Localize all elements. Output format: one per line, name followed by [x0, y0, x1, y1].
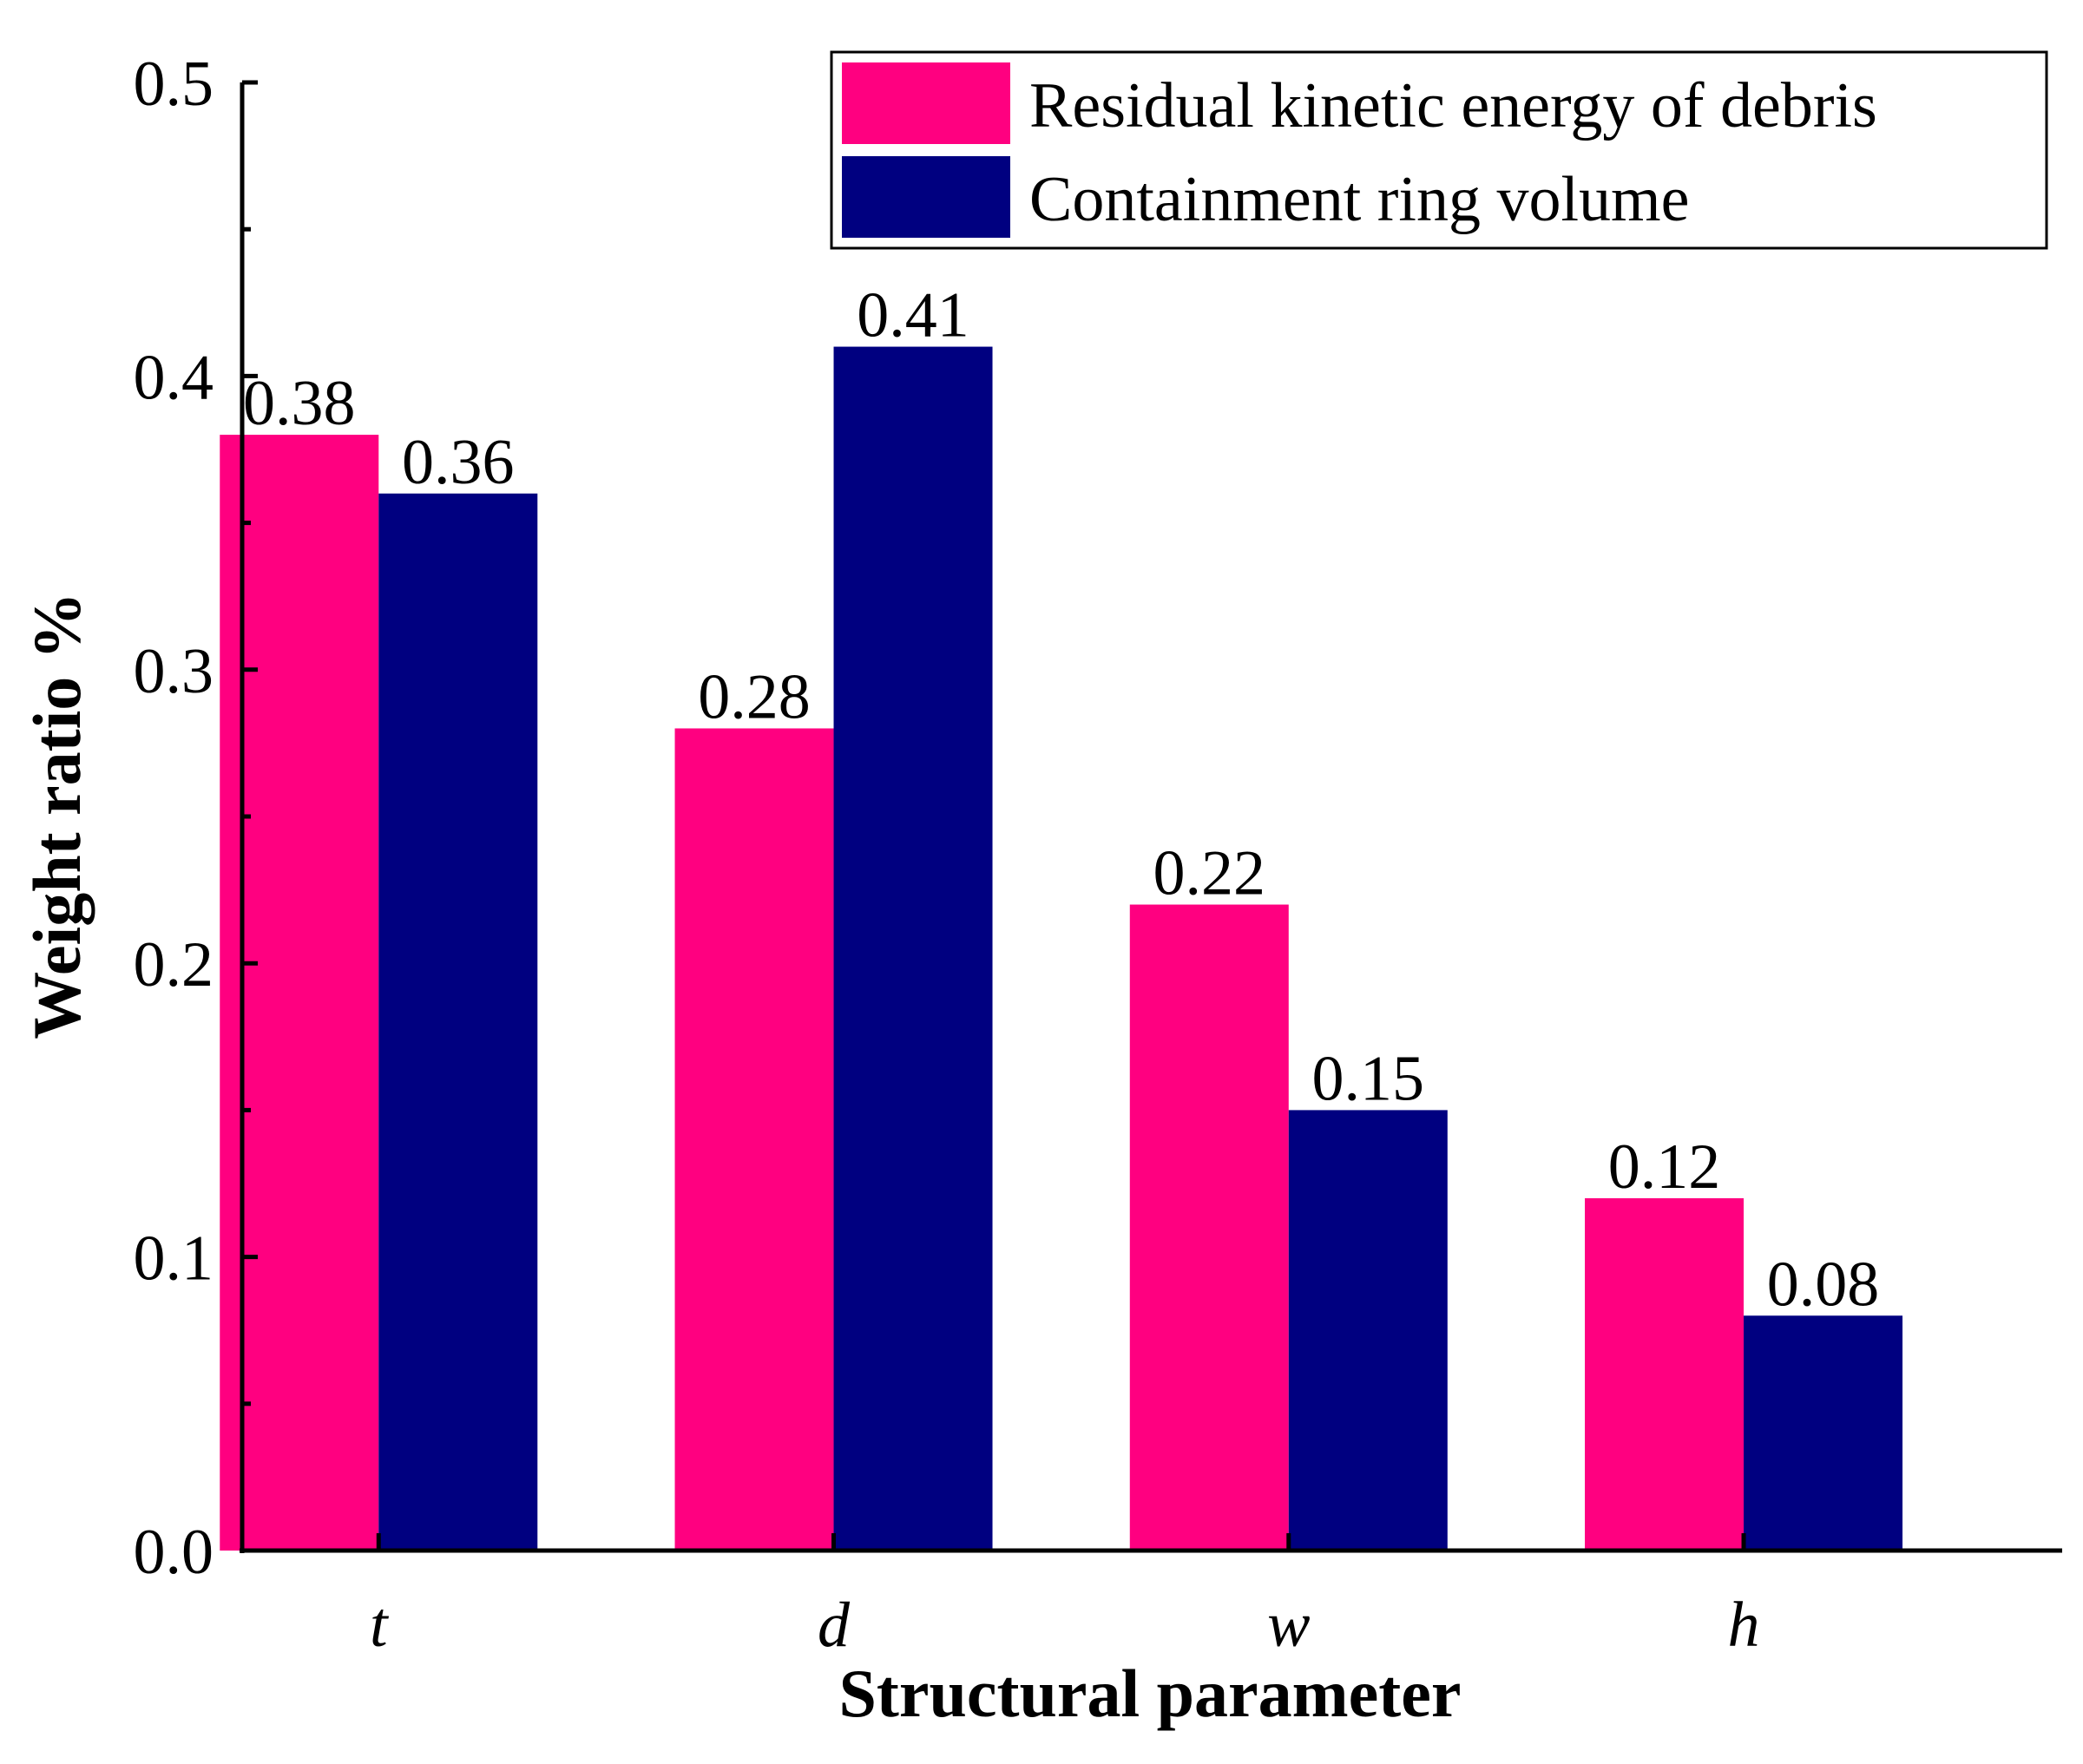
bar-value-label: 0.15	[1312, 1043, 1425, 1114]
bar-value-label: 0.36	[402, 427, 515, 498]
legend-box	[830, 50, 2048, 250]
legend-swatch-residual-kinetic-energy	[842, 62, 1010, 144]
y-tick-label: 0.5	[134, 49, 214, 120]
bar-w-series-2	[1288, 1110, 1448, 1551]
bar-value-label: 0.38	[243, 368, 356, 439]
y-axis-title: Weight ratio %	[19, 592, 95, 1039]
y-tick-label: 0.4	[134, 342, 214, 413]
bar-h-series-2	[1744, 1315, 1903, 1551]
x-category-label: d	[818, 1590, 851, 1661]
y-tick-label: 0.1	[134, 1223, 214, 1295]
y-tick-label: 0.0	[134, 1517, 214, 1588]
bars-group	[220, 346, 1903, 1551]
y-tick-label: 0.3	[134, 636, 214, 707]
bar-value-label: 0.41	[857, 280, 969, 351]
bar-labels-group: 0.38 0.36 0.28 0.41 0.22 0.15 0.12 0.08	[243, 280, 1879, 1321]
x-category-label: w	[1267, 1590, 1310, 1661]
legend-label-containment-ring-volume: Containment ring volume	[1029, 164, 1689, 235]
x-category-label: h	[1728, 1590, 1760, 1661]
bar-value-label: 0.12	[1608, 1131, 1721, 1203]
bar-value-label: 0.22	[1153, 838, 1266, 909]
bar-t-series-1	[220, 435, 379, 1551]
legend: Residual kinetic energy of debris Contai…	[830, 50, 2048, 250]
x-category-label: t	[370, 1590, 390, 1661]
bar-w-series-1	[1129, 904, 1289, 1551]
bar-value-label: 0.28	[698, 661, 811, 732]
bar-h-series-1	[1585, 1197, 1745, 1551]
bar-d-series-2	[833, 346, 993, 1551]
x-axis-title: Structural parameter	[839, 1656, 1462, 1731]
y-tick-label: 0.2	[134, 929, 214, 1000]
bar-d-series-1	[674, 728, 834, 1551]
legend-label-residual-kinetic-energy: Residual kinetic energy of debris	[1029, 70, 1877, 141]
bar-value-label: 0.08	[1767, 1249, 1880, 1320]
bar-t-series-2	[378, 493, 538, 1551]
y-ticks-group: 0.0 0.1 0.2 0.3 0.4 0.5	[134, 49, 258, 1588]
legend-swatch-containment-ring-volume	[842, 156, 1010, 238]
